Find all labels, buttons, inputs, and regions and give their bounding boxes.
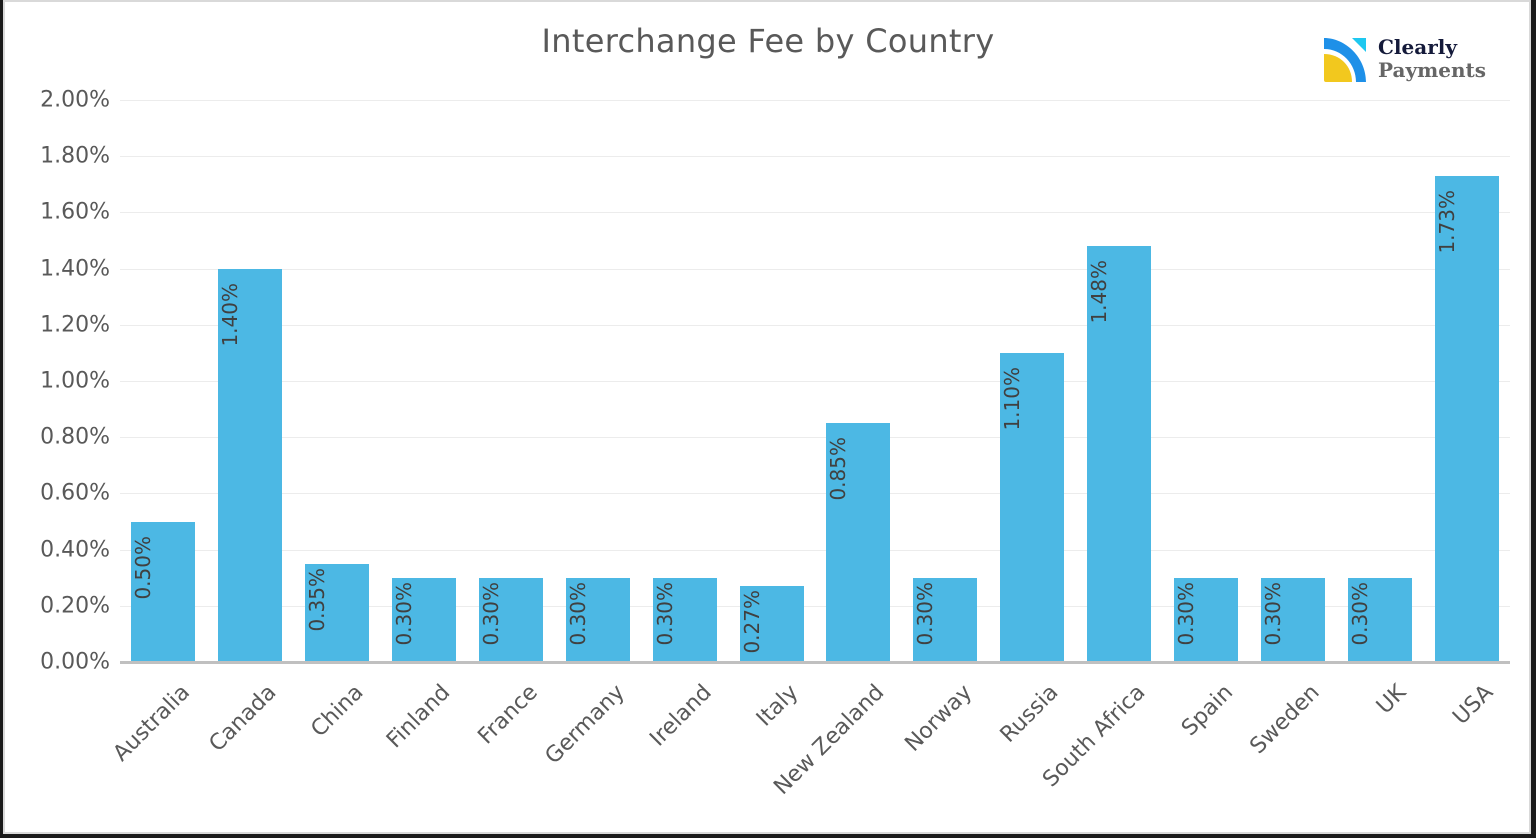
bar-russia: 1.10% (1000, 352, 1065, 662)
y-tick-label: 1.60% (40, 199, 110, 225)
gridline (120, 437, 1510, 439)
gridline (120, 324, 1510, 326)
bar-uk: 0.30% (1347, 577, 1412, 662)
bar-data-label: 0.27% (739, 590, 764, 654)
gridline (120, 549, 1510, 551)
bar-data-label: 0.30% (913, 581, 938, 646)
chart-title: Interchange Fee by Country (541, 22, 995, 60)
gridline (120, 605, 1510, 607)
bar-data-label: 0.30% (479, 581, 504, 646)
bar-data-label: 0.35% (305, 567, 330, 632)
bar-data-label: 0.30% (1174, 581, 1199, 646)
gridline (120, 381, 1510, 382)
clearly-payments-logo: Clearly Payments (1322, 34, 1502, 86)
y-tick-label: 1.40% (40, 256, 110, 282)
bar-australia: 0.50% (131, 521, 196, 662)
y-tick-label: 1.00% (40, 368, 110, 394)
bar-finland: 0.30% (392, 577, 457, 662)
bar-italy: 0.27% (739, 586, 804, 662)
bar-data-label: 0.85% (826, 437, 851, 501)
y-tick-label: 0.40% (40, 537, 110, 563)
x-axis-line (120, 661, 1510, 664)
bar-south-africa: 1.48% (1087, 246, 1152, 662)
y-tick-label: 1.20% (40, 312, 110, 338)
y-tick-label: 0.20% (40, 593, 110, 619)
bar-data-label: 0.30% (566, 581, 591, 646)
bar-canada: 1.40% (218, 268, 283, 662)
logo-text-line1: Clearly (1378, 35, 1457, 59)
bar-data-label: 1.48% (1087, 260, 1112, 324)
bar-data-label: 1.40% (218, 282, 243, 347)
bar-data-label: 0.30% (392, 581, 417, 646)
bar-data-label: 0.30% (652, 581, 677, 646)
logo-text-line2: Payments (1378, 58, 1487, 82)
bar-data-label: 1.10% (1000, 366, 1025, 431)
bar-norway: 0.30% (913, 577, 978, 662)
gridline (120, 493, 1510, 495)
bar-data-label: 0.30% (1347, 581, 1372, 646)
bar-sweden: 0.30% (1260, 577, 1325, 662)
y-tick-label: 0.60% (40, 480, 110, 506)
y-tick-label: 0.80% (40, 424, 110, 450)
plot-area: 0.00% 0.20% 0.40% 0.60% 0.80% 1.00% 1.20% 1.40%… (40, 88, 1510, 675)
y-tick-label: 1.80% (40, 143, 110, 169)
bar-usa: 1.73% (1434, 175, 1499, 662)
bar-ireland: 0.30% (652, 577, 717, 662)
bar-data-label: 0.30% (1261, 581, 1286, 646)
gridline (120, 100, 1510, 101)
gridline (120, 212, 1510, 214)
bar-data-label: 1.73% (1434, 189, 1459, 254)
bar-new-zealand: 0.85% (826, 423, 891, 662)
logo-mark-icon (1324, 38, 1366, 82)
bar-france: 0.30% (478, 577, 543, 662)
bar-germany: 0.30% (565, 577, 630, 662)
y-tick-label: 2.00% (40, 87, 110, 113)
bar-data-label: 0.50% (131, 535, 156, 600)
bar-china: 0.35% (305, 563, 370, 662)
gridline (120, 156, 1510, 158)
y-tick-label: 0.00% (40, 649, 110, 675)
bar-spain: 0.30% (1173, 577, 1238, 662)
gridline (120, 268, 1510, 270)
